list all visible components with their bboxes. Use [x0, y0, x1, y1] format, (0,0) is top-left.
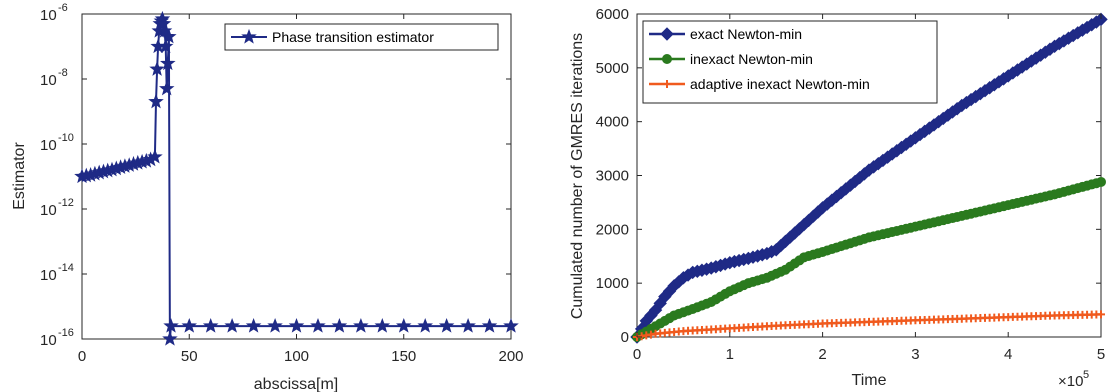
- legend-label-adaptive-inexact-newton-min: adaptive inexact Newton-min: [690, 76, 870, 92]
- legend-star-icon-shape: [241, 28, 257, 44]
- gmres-y-tick-label: 5000: [596, 60, 629, 77]
- estimator-y-tick-exponent: -14: [58, 262, 74, 274]
- estimator-data-point: [160, 55, 176, 71]
- estimator-data-point: [181, 317, 197, 333]
- gmres-y-tick-label: 0: [621, 329, 629, 346]
- estimator-data-point: [396, 317, 412, 333]
- estimator-x-tick-label: 0: [78, 348, 86, 365]
- estimator-y-tick-label: 10: [40, 202, 57, 219]
- gmres-chart: 0 1 2 3 4 5 0 1000 2000 3000 4000 5000 6000 Time Cu…: [569, 6, 1108, 390]
- estimator-legend-box: [224, 23, 499, 51]
- estimator-x-tick-label: 150: [391, 348, 416, 365]
- estimator-series-group: [74, 10, 519, 346]
- gmres-legend: exact Newton-min inexact Newton-min adapti…: [642, 20, 938, 104]
- estimator-data-point: [148, 93, 164, 109]
- gmres-x-ticks: 0 1 2 3 4 5: [633, 14, 1105, 363]
- estimator-data-point: [481, 317, 498, 333]
- estimator-x-tick-label: 200: [498, 348, 523, 365]
- data-point-exact-newton-min: [1094, 12, 1108, 27]
- gmres-x-tick-label: 2: [818, 346, 826, 363]
- estimator-data-point: [460, 317, 476, 333]
- gmres-x-tick-label: 1: [726, 346, 734, 363]
- estimator-data-point: [288, 317, 305, 333]
- estimator-x-ticks: 0 50 100 150 200: [78, 14, 524, 365]
- estimator-data-point: [157, 38, 174, 54]
- legend-label-exact-newton-min: exact Newton-min: [690, 26, 802, 42]
- data-point-inexact-newton-min: [1096, 176, 1106, 187]
- estimator-x-tick-label: 100: [284, 348, 309, 365]
- gmres-x-multiplier-exp: 5: [1083, 369, 1089, 381]
- gmres-y-tick-label: 4000: [596, 114, 629, 131]
- estimator-data-point: [162, 330, 178, 346]
- estimator-data-point: [159, 80, 175, 96]
- gmres-x-tick-label: 4: [1004, 346, 1012, 363]
- legend-plus-icon: [663, 80, 671, 88]
- gmres-y-tick-label: 6000: [596, 6, 629, 23]
- estimator-x-tick-label: 50: [181, 348, 198, 365]
- estimator-data-point: [374, 317, 391, 333]
- gmres-y-ticks: 0 1000 2000 3000 4000 5000 6000: [596, 6, 1101, 346]
- estimator-data-point: [163, 317, 179, 333]
- gmres-y-tick-label: 1000: [596, 275, 629, 292]
- estimator-data-point: [267, 317, 283, 333]
- legend-circle-icon: [662, 54, 672, 64]
- estimator-data-point: [202, 317, 219, 333]
- gmres-x-tick-label: 3: [911, 346, 919, 363]
- estimator-legend: Phase transition estimator: [224, 23, 499, 51]
- estimator-y-tick-label: 10: [40, 7, 57, 24]
- estimator-data-point: [161, 28, 177, 44]
- estimator-data-point: [417, 317, 433, 333]
- estimator-data-point: [245, 317, 262, 333]
- legend-star-icon: [241, 28, 257, 44]
- estimator-x-label: abscissa[m]: [254, 376, 338, 392]
- estimator-data-point: [331, 317, 348, 333]
- data-point-adaptive-inexact-newton-min: [1097, 310, 1105, 319]
- gmres-legend-entries: exact Newton-min inexact Newton-min adapti…: [649, 26, 870, 92]
- estimator-data-point: [149, 61, 165, 76]
- gmres-x-tick-label: 0: [633, 346, 641, 363]
- gmres-x-tick-label: 5: [1097, 346, 1105, 363]
- estimator-y-tick-exponent: -12: [58, 197, 74, 209]
- estimator-data-point: [353, 317, 369, 333]
- estimator-y-tick-exponent: -10: [58, 132, 74, 144]
- estimator-plot-area: [81, 13, 512, 340]
- estimator-y-tick-label: 10: [40, 137, 57, 154]
- estimator-data-point: [224, 317, 240, 333]
- gmres-x-multiplier: ×10 5: [1058, 369, 1089, 390]
- gmres-x-multiplier-base: ×10: [1058, 373, 1083, 390]
- estimator-y-tick-exponent: -6: [58, 2, 68, 14]
- estimator-y-tick-exponent: -16: [58, 327, 74, 339]
- estimator-data-point: [503, 317, 519, 333]
- legend-diamond-icon: [660, 27, 674, 41]
- estimator-y-tick-exponent: -8: [58, 67, 68, 79]
- gmres-y-label: Cumulated number of GMRES iterations: [569, 33, 586, 319]
- estimator-data-point: [147, 148, 163, 164]
- estimator-y-label: Estimator: [11, 142, 28, 210]
- gmres-y-tick-label: 3000: [596, 168, 629, 185]
- estimator-y-tick-label: 10: [40, 332, 57, 349]
- legend-label-phase-transition: Phase transition estimator: [272, 29, 434, 45]
- estimator-y-tick-label: 10: [40, 72, 57, 89]
- gmres-series-group: [630, 12, 1108, 344]
- gmres-x-label: Time: [852, 372, 887, 389]
- estimator-data-point: [310, 317, 326, 333]
- gmres-y-tick-label: 2000: [596, 221, 629, 238]
- estimator-data-point: [156, 22, 173, 38]
- legend-label-inexact-newton-min: inexact Newton-min: [690, 51, 813, 67]
- gmres-legend-box: [642, 20, 938, 104]
- estimator-y-tick-label: 10: [40, 267, 57, 284]
- estimator-data-point: [438, 317, 455, 333]
